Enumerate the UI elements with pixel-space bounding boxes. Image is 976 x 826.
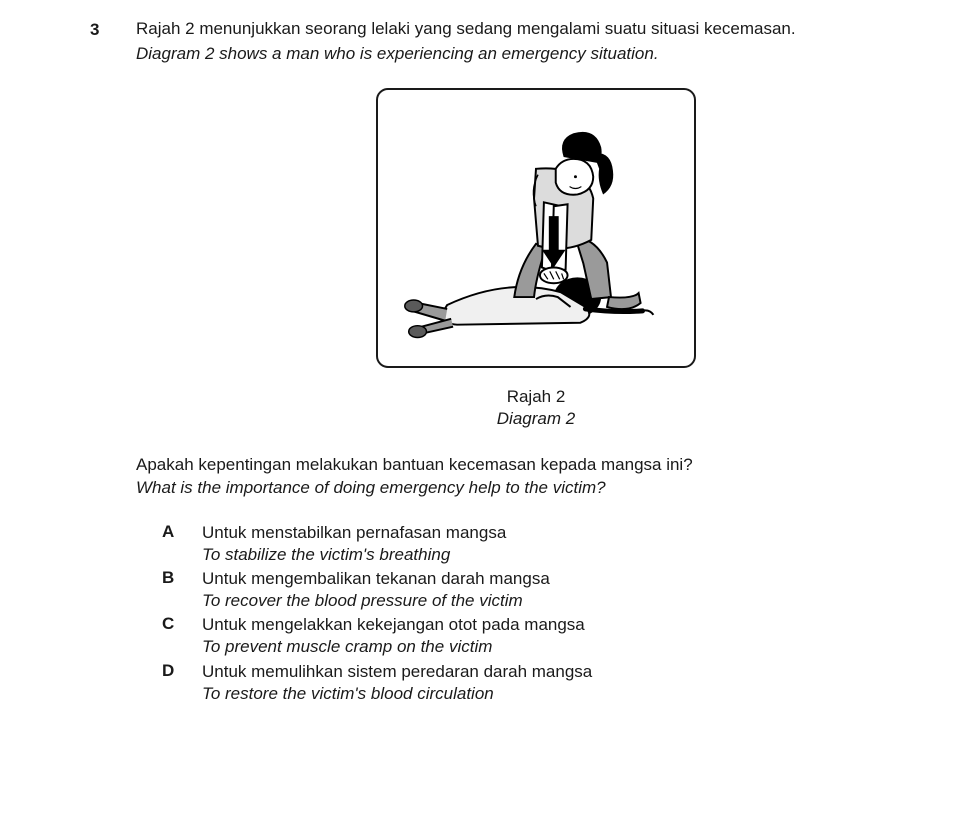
subquestion-en: What is the importance of doing emergenc… [136,477,936,500]
option-letter: B [162,568,202,588]
option-text-ms: Untuk mengelakkan kekejangan otot pada m… [202,614,585,636]
option-text: Untuk menstabilkan pernafasan mangsa To … [202,522,506,566]
figure-caption-ms: Rajah 2 [376,386,696,408]
figure-container: Rajah 2 Diagram 2 [376,88,696,430]
option-a[interactable]: A Untuk menstabilkan pernafasan mangsa T… [162,522,936,566]
option-text: Untuk mengembalikan tekanan darah mangsa… [202,568,550,612]
option-text-ms: Untuk memulihkan sistem peredaran darah … [202,661,592,683]
question-block: 3 Rajah 2 menunjukkan seorang lelaki yan… [90,18,936,707]
option-letter: D [162,661,202,681]
option-d[interactable]: D Untuk memulihkan sistem peredaran dara… [162,661,936,705]
option-text-en: To stabilize the victim's breathing [202,544,506,566]
option-c[interactable]: C Untuk mengelakkan kekejangan otot pada… [162,614,936,658]
figure-caption-en: Diagram 2 [376,408,696,430]
figure-caption: Rajah 2 Diagram 2 [376,386,696,430]
option-letter: C [162,614,202,634]
option-text-ms: Untuk menstabilkan pernafasan mangsa [202,522,506,544]
option-text: Untuk mengelakkan kekejangan otot pada m… [202,614,585,658]
option-text-en: To restore the victim's blood circulatio… [202,683,592,705]
cpr-illustration-icon [388,98,684,358]
option-text: Untuk memulihkan sistem peredaran darah … [202,661,592,705]
option-text-en: To recover the blood pressure of the vic… [202,590,550,612]
subquestion: Apakah kepentingan melakukan bantuan kec… [136,454,936,500]
exam-page: 3 Rajah 2 menunjukkan seorang lelaki yan… [0,0,976,727]
option-letter: A [162,522,202,542]
answer-options: A Untuk menstabilkan pernafasan mangsa T… [136,522,936,705]
option-text-en: To prevent muscle cramp on the victim [202,636,585,658]
figure-box [376,88,696,368]
option-text-ms: Untuk mengembalikan tekanan darah mangsa [202,568,550,590]
question-stem-en: Diagram 2 shows a man who is experiencin… [136,43,936,66]
question-number: 3 [90,18,136,40]
subquestion-ms: Apakah kepentingan melakukan bantuan kec… [136,454,936,477]
question-body: Rajah 2 menunjukkan seorang lelaki yang … [136,18,936,707]
option-b[interactable]: B Untuk mengembalikan tekanan darah mang… [162,568,936,612]
question-stem-ms: Rajah 2 menunjukkan seorang lelaki yang … [136,18,936,41]
